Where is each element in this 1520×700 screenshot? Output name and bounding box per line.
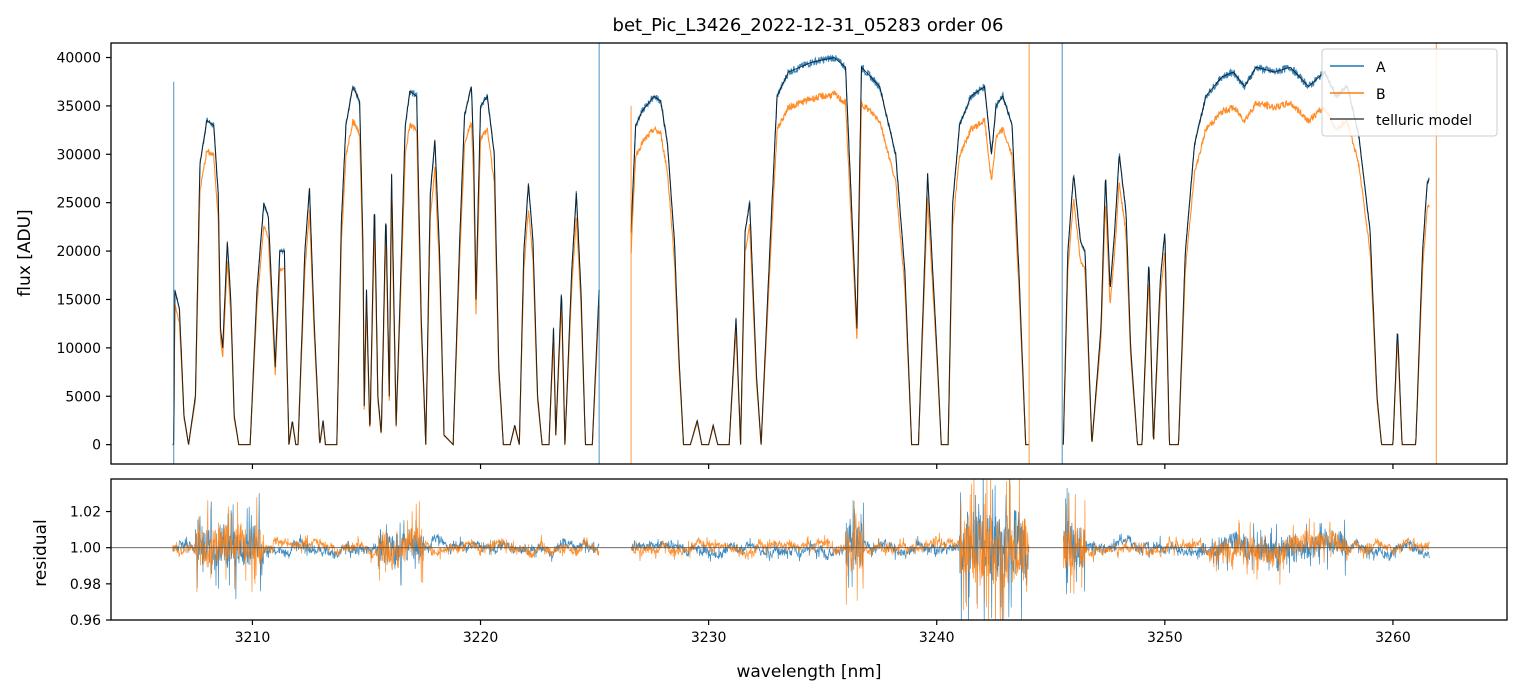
residual-line-b bbox=[1062, 494, 1430, 594]
legend-label-a: A bbox=[1376, 60, 1386, 76]
flux-ytick-label: 20000 bbox=[56, 244, 101, 260]
residual-panel: 0.96 0.98 1.00 1.02 3210 3220 3230 3240 3250 326… bbox=[31, 478, 1508, 682]
chart-title: bet_Pic_L3426_2022-12-31_05283 order 06 bbox=[613, 15, 1004, 36]
wavelength-xtick-label: 3250 bbox=[1147, 630, 1183, 646]
legend-box bbox=[1321, 48, 1498, 137]
flux-ytick-label: 10000 bbox=[56, 341, 101, 357]
residual-panel-frame bbox=[110, 478, 1508, 621]
series-line-telluric-model bbox=[630, 56, 1029, 446]
residual-ytick-label: 0.98 bbox=[70, 577, 101, 593]
wavelength-xlabel: wavelength [nm] bbox=[736, 662, 881, 682]
flux-ytick-label: 15000 bbox=[56, 292, 101, 308]
wavelength-xtick-label: 3240 bbox=[919, 630, 955, 646]
flux-ytick-label: 40000 bbox=[56, 51, 101, 67]
flux-ylabel: flux [ADU] bbox=[15, 209, 35, 296]
wavelength-xtick-label: 3210 bbox=[235, 630, 271, 646]
legend-label-b: B bbox=[1376, 87, 1386, 103]
residual-ytick-label: 0.96 bbox=[70, 613, 101, 629]
flux-ytick-label: 5000 bbox=[65, 389, 101, 405]
flux-panel-frame bbox=[110, 42, 1508, 465]
residual-line-a bbox=[630, 479, 1030, 620]
wavelength-xtick-label: 3230 bbox=[691, 630, 727, 646]
flux-ytick-label: 30000 bbox=[56, 147, 101, 163]
residual-ytick-label: 1.02 bbox=[70, 505, 101, 521]
flux-panel: 0 5000 10000 15000 20000 25000 30000 35000 40000… bbox=[15, 42, 1508, 469]
residual-ylabel: residual bbox=[31, 519, 51, 586]
wavelength-xtick-label: 3220 bbox=[463, 630, 499, 646]
residual-line-b bbox=[630, 479, 1030, 620]
flux-ytick-label: 35000 bbox=[56, 99, 101, 115]
residual-line-b bbox=[172, 497, 600, 593]
legend: A B telluric model bbox=[1321, 48, 1498, 137]
legend-label-model: telluric model bbox=[1376, 113, 1472, 129]
series-line-telluric-model bbox=[172, 84, 600, 446]
series-line-telluric-model bbox=[1062, 66, 1430, 446]
flux-ytick-label: 25000 bbox=[56, 196, 101, 212]
flux-ytick-label: 0 bbox=[92, 438, 101, 454]
series-line-b bbox=[1062, 100, 1430, 446]
residual-ytick-label: 1.00 bbox=[70, 541, 101, 557]
wavelength-xtick-label: 3260 bbox=[1375, 630, 1411, 646]
